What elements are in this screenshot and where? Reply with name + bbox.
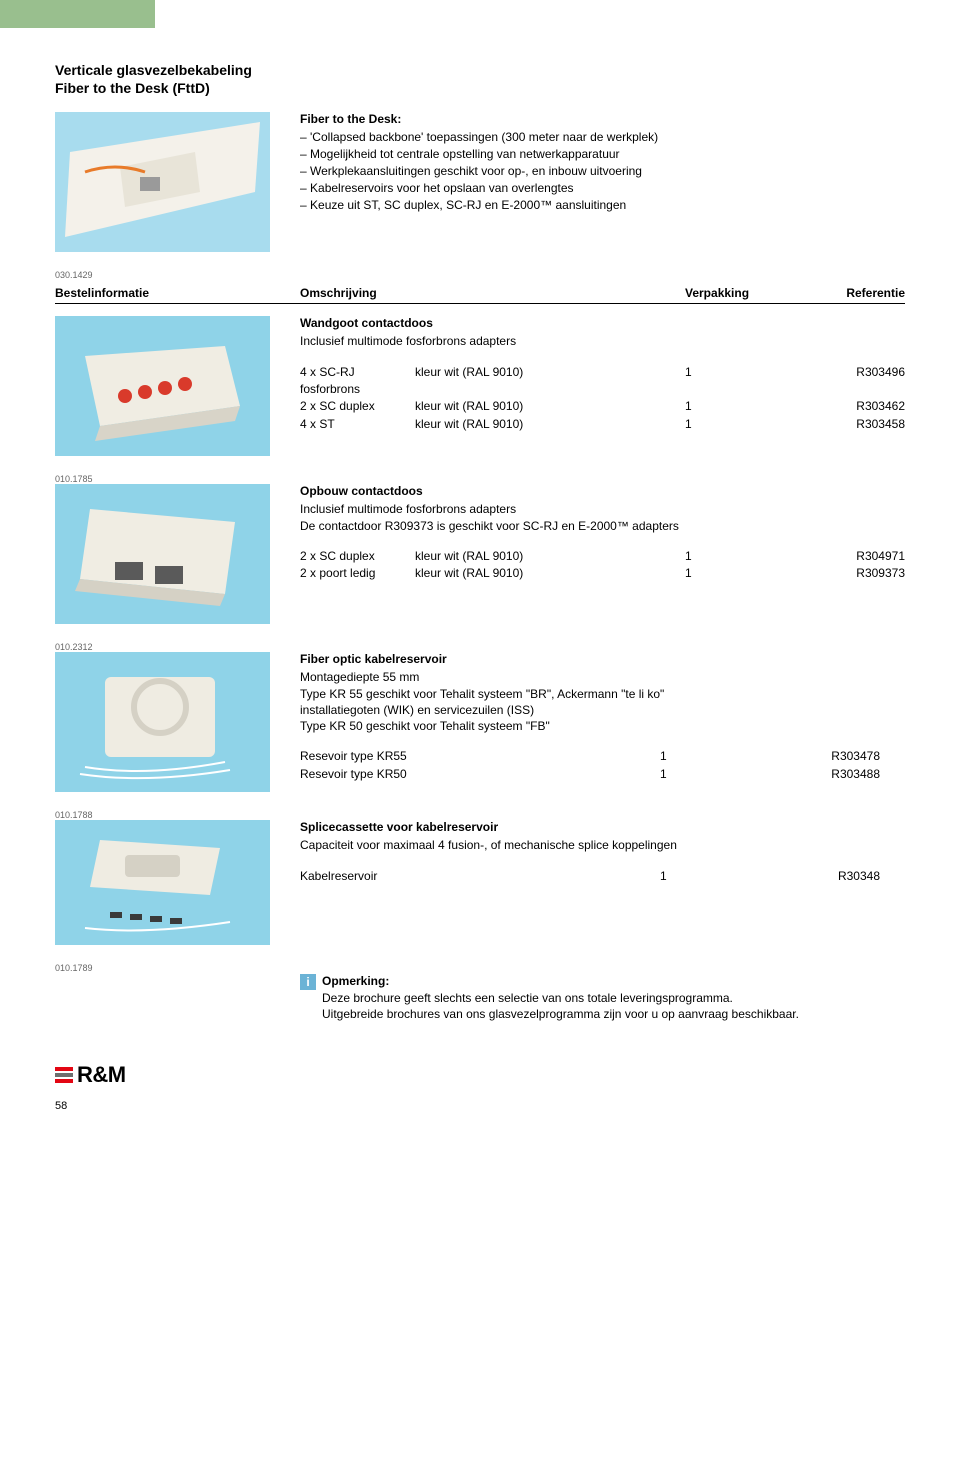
sec2-imgnum: 010.1785 xyxy=(55,474,905,484)
th-1: Bestelinformatie xyxy=(55,286,300,300)
sec3-row-0: Resevoir type KR55 1 R303478 xyxy=(300,748,905,765)
intro-image xyxy=(55,112,270,252)
sec2-row-1: 2 x poort ledig kleur wit (RAL 9010) 1 R… xyxy=(300,565,905,582)
page-number: 58 xyxy=(55,1100,905,1112)
sec1-heading: Wandgoot contactdoos xyxy=(300,316,905,330)
intro-heading: Fiber to the Desk: xyxy=(300,112,905,126)
logo-text: R&M xyxy=(77,1062,126,1088)
section-4: 010.1788 Splicecassett xyxy=(55,810,905,945)
logo-bar-2 xyxy=(55,1079,73,1083)
sec3-l1: Type KR 55 geschikt voor Tehalit systeem… xyxy=(300,686,905,702)
sec1-image xyxy=(55,316,270,456)
footer: R&M 58 xyxy=(55,1062,905,1112)
logo: R&M xyxy=(55,1062,905,1088)
sec3-l0: Montagediepte 55 mm xyxy=(300,669,905,685)
page-content: Verticale glasvezelbekabeling Fiber to t… xyxy=(0,31,960,1112)
sec3-row-1: Resevoir type KR50 1 R303488 xyxy=(300,766,905,783)
intro-bullet-3: Kabelreservoirs voor het opslaan van ove… xyxy=(300,180,905,197)
sec1-imgnum: 030.1429 xyxy=(55,270,905,280)
sec4-imgnum: 010.1788 xyxy=(55,810,905,820)
intro-bullets: 'Collapsed backbone' toepassingen (300 m… xyxy=(300,129,905,213)
intro-text-col: Fiber to the Desk: 'Collapsed backbone' … xyxy=(270,112,905,252)
logo-bar-0 xyxy=(55,1067,73,1071)
intro-bullet-0: 'Collapsed backbone' toepassingen (300 m… xyxy=(300,129,905,146)
opmerking-block: i Opmerking: Deze brochure geeft slechts… xyxy=(300,973,905,1022)
sec1-row-0: 4 x SC-RJ fosforbrons kleur wit (RAL 901… xyxy=(300,364,905,399)
sec1-row-1: 2 x SC duplex kleur wit (RAL 9010) 1 R30… xyxy=(300,398,905,415)
table-header: Bestelinformatie Omschrijving Verpakking… xyxy=(55,286,905,304)
title-line-1: Verticale glasvezelbekabeling xyxy=(55,61,905,79)
title-line-2: Fiber to the Desk (FttD) xyxy=(55,79,905,97)
intro-bullet-4: Keuze uit ST, SC duplex, SC-RJ en E-2000… xyxy=(300,197,905,214)
sec2-sub1: Inclusief multimode fosforbrons adapters xyxy=(300,501,905,517)
header-tab xyxy=(0,0,155,28)
section-2: 010.1785 Opbouw contactdoos Inclusief mu… xyxy=(55,474,905,624)
logo-bar-1 xyxy=(55,1073,73,1077)
logo-bars xyxy=(55,1067,73,1083)
sec2-sub2: De contactdoor R309373 is geschikt voor … xyxy=(300,518,905,534)
info-icon: i xyxy=(300,974,316,990)
sec4-sub: Capaciteit voor maximaal 4 fusion-, of m… xyxy=(300,837,905,853)
opmerking-heading: Opmerking: xyxy=(322,974,389,988)
intro-row: Fiber to the Desk: 'Collapsed backbone' … xyxy=(55,112,905,252)
sec2-heading: Opbouw contactdoos xyxy=(300,484,905,498)
sec3-l3: Type KR 50 geschikt voor Tehalit systeem… xyxy=(300,718,905,734)
th-4: Referentie xyxy=(815,286,905,300)
intro-image-svg xyxy=(55,112,270,252)
sec1-row-2: 4 x ST kleur wit (RAL 9010) 1 R303458 xyxy=(300,416,905,433)
sec4-heading: Splicecassette voor kabelreservoir xyxy=(300,820,905,834)
sec4-image xyxy=(55,820,270,945)
sec5-imgnum: 010.1789 xyxy=(55,963,905,973)
sec1-sub: Inclusief multimode fosforbrons adapters xyxy=(300,333,905,349)
th-2: Omschrijving xyxy=(300,286,685,300)
page-title-block: Verticale glasvezelbekabeling Fiber to t… xyxy=(55,61,905,97)
sec3-imgnum: 010.2312 xyxy=(55,642,905,652)
sec3-heading: Fiber optic kabelreservoir xyxy=(300,652,905,666)
sec3-l2: installatiegoten (WIK) en servicezuilen … xyxy=(300,702,905,718)
sec2-image xyxy=(55,484,270,624)
section-5: 010.1789 i Opmerking: Deze brochure geef… xyxy=(55,963,905,1022)
opmerking-line2: Uitgebreide brochures van ons glasvezelp… xyxy=(322,1007,799,1021)
sec4-row-0: Kabelreservoir 1 R30348 xyxy=(300,868,905,885)
intro-bullet-1: Mogelijkheid tot centrale opstelling van… xyxy=(300,146,905,163)
intro-bullet-2: Werkplekaansluitingen geschikt voor op-,… xyxy=(300,163,905,180)
sec3-image xyxy=(55,652,270,792)
opmerking-line1: Deze brochure geeft slechts een selectie… xyxy=(322,991,733,1005)
sec2-row-0: 2 x SC duplex kleur wit (RAL 9010) 1 R30… xyxy=(300,548,905,565)
intro-image-col xyxy=(55,112,270,252)
section-1: 030.1429 Bestelinformatie Omschrijving V… xyxy=(55,270,905,456)
section-3: 010.2312 Fiber optic kabelreservoir Mont… xyxy=(55,642,905,792)
th-3: Verpakking xyxy=(685,286,815,300)
